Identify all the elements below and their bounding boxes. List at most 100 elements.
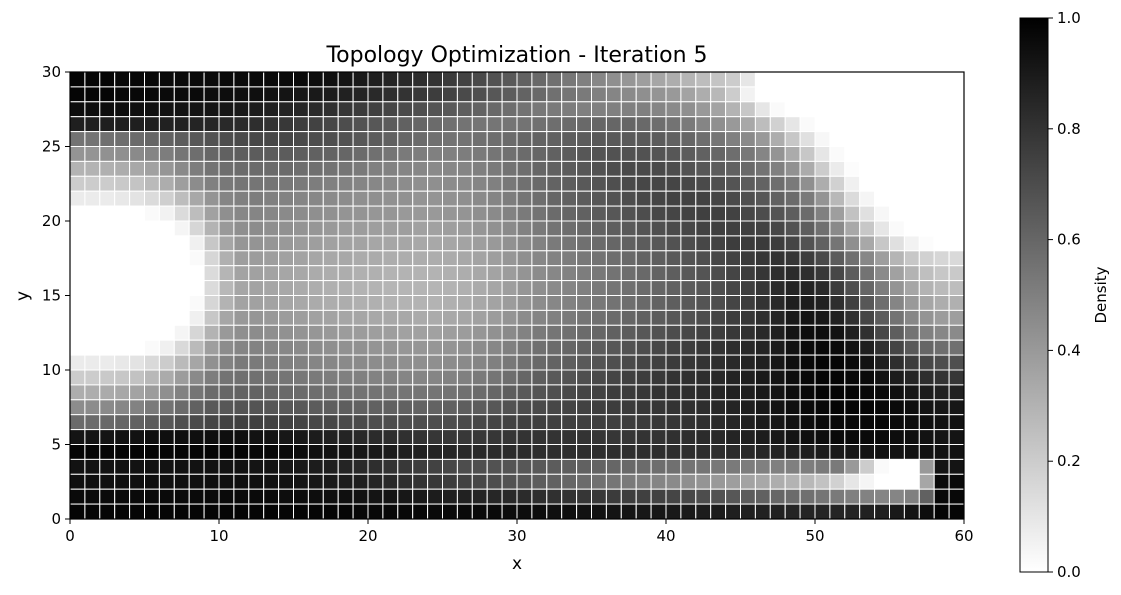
heatmap-cell xyxy=(69,295,86,311)
heatmap-cell xyxy=(546,414,563,431)
heatmap-cell xyxy=(650,235,667,252)
heatmap-cell xyxy=(874,175,890,192)
heatmap-cell xyxy=(173,131,190,148)
heatmap-cell xyxy=(278,339,295,356)
heatmap-cell xyxy=(516,160,533,177)
heatmap-cell xyxy=(576,488,592,505)
heatmap-cell xyxy=(546,205,563,222)
heatmap-cell xyxy=(829,473,846,490)
heatmap-cell xyxy=(531,354,548,371)
heatmap-cell xyxy=(680,116,697,133)
heatmap-cell xyxy=(784,488,801,505)
heatmap-cell xyxy=(874,235,890,252)
heatmap-cell xyxy=(501,160,518,177)
heatmap-cell xyxy=(933,399,950,416)
heatmap-cell xyxy=(814,146,831,162)
heatmap-cell xyxy=(710,458,727,475)
heatmap-cell xyxy=(248,354,265,371)
heatmap-cell xyxy=(918,414,935,431)
heatmap-cell xyxy=(367,190,384,207)
heatmap-cell xyxy=(680,339,697,356)
heatmap-cell xyxy=(576,503,592,520)
heatmap-cell xyxy=(516,190,533,207)
heatmap-cell xyxy=(710,280,727,297)
heatmap-cell xyxy=(218,131,235,148)
heatmap-cell xyxy=(382,190,399,207)
heatmap-cell xyxy=(158,444,175,460)
heatmap-cell xyxy=(710,488,727,505)
heatmap-cell xyxy=(546,384,563,401)
heatmap-cell xyxy=(784,265,801,282)
heatmap-cell xyxy=(397,160,414,177)
heatmap-cell xyxy=(620,280,637,297)
heatmap-cell xyxy=(546,473,563,490)
heatmap-cell xyxy=(367,414,384,431)
heatmap-cell xyxy=(725,414,741,431)
heatmap-cell xyxy=(725,250,741,267)
heatmap-cell xyxy=(99,220,116,237)
heatmap-cell xyxy=(650,250,667,267)
heatmap-cell xyxy=(188,175,205,192)
heatmap-cell xyxy=(382,295,399,311)
heatmap-cell xyxy=(501,384,518,401)
heatmap-cell xyxy=(620,101,637,118)
heatmap-cell xyxy=(442,190,458,207)
heatmap-cell xyxy=(918,280,935,297)
heatmap-cell xyxy=(84,86,101,103)
heatmap-cell xyxy=(829,190,846,207)
heatmap-cell xyxy=(158,160,175,177)
heatmap-cell xyxy=(158,503,175,520)
heatmap-cell xyxy=(918,265,935,282)
heatmap-cell xyxy=(322,160,339,177)
heatmap-cell xyxy=(889,444,905,460)
heatmap-cell xyxy=(278,146,295,162)
heatmap-cell xyxy=(635,146,652,162)
heatmap-cell xyxy=(769,101,786,118)
heatmap-cell xyxy=(114,458,131,475)
heatmap-cell xyxy=(158,131,175,148)
heatmap-cell xyxy=(605,86,622,103)
heatmap-cell xyxy=(754,101,771,118)
heatmap-cell xyxy=(397,175,414,192)
heatmap-cell xyxy=(859,280,876,297)
heatmap-cell xyxy=(799,190,816,207)
heatmap-cell xyxy=(740,190,756,207)
heatmap-cell xyxy=(591,250,607,267)
heatmap-cell xyxy=(218,190,235,207)
heatmap-cell xyxy=(501,86,518,103)
heatmap-cell xyxy=(769,235,786,252)
heatmap-cell xyxy=(501,190,518,207)
heatmap-cell xyxy=(710,116,727,133)
heatmap-cell xyxy=(605,160,622,177)
heatmap-cell xyxy=(442,205,458,222)
heatmap-cell xyxy=(531,175,548,192)
heatmap-cell xyxy=(799,101,816,118)
x-tick-label: 60 xyxy=(954,527,973,545)
heatmap-cell xyxy=(799,369,816,386)
heatmap-cell xyxy=(769,205,786,222)
heatmap-cell xyxy=(486,190,503,207)
heatmap-cell xyxy=(218,220,235,237)
heatmap-cell xyxy=(129,280,146,297)
heatmap-cell xyxy=(203,429,220,446)
heatmap-cell xyxy=(442,384,458,401)
heatmap-cell xyxy=(889,399,905,416)
heatmap-cell xyxy=(352,473,369,490)
heatmap-cell xyxy=(278,116,295,133)
heatmap-cell xyxy=(129,369,146,386)
heatmap-cell xyxy=(889,175,905,192)
heatmap-cell xyxy=(114,205,131,222)
heatmap-cell xyxy=(665,295,682,311)
heatmap-cell xyxy=(293,86,309,103)
heatmap-cell xyxy=(397,280,414,297)
heatmap-cell xyxy=(784,235,801,252)
heatmap-cell xyxy=(248,339,265,356)
heatmap-cell xyxy=(486,309,503,326)
heatmap-cell xyxy=(695,250,712,267)
heatmap-cell xyxy=(442,488,458,505)
heatmap-cell xyxy=(814,265,831,282)
heatmap-cell xyxy=(129,265,146,282)
heatmap-cell xyxy=(918,295,935,311)
heatmap-cell xyxy=(99,458,116,475)
heatmap-cell xyxy=(397,205,414,222)
